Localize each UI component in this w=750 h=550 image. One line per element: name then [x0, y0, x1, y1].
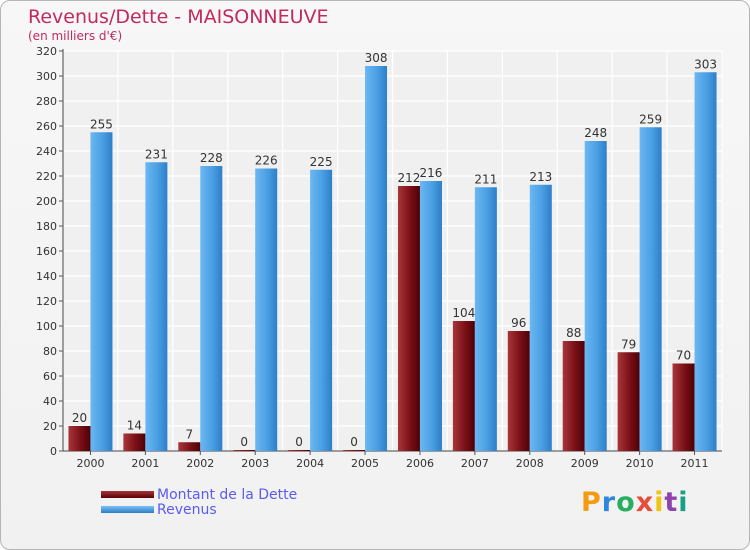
y-tick-label: 0 — [50, 445, 57, 458]
legend-swatch-revenus — [101, 506, 154, 513]
x-tick-label: 2009 — [571, 457, 599, 470]
legend-swatch-dette — [101, 491, 154, 498]
x-tick-label: 2002 — [186, 457, 214, 470]
data-label-revenus: 213 — [529, 170, 552, 184]
bar-dette — [288, 450, 311, 451]
data-label-revenus: 255 — [90, 117, 113, 131]
x-tick-label: 2003 — [241, 457, 269, 470]
logo-letter: i — [678, 487, 689, 518]
data-label-dette: 0 — [240, 435, 248, 449]
bar-dette — [672, 363, 695, 451]
data-label-revenus: 211 — [474, 172, 497, 186]
x-tick-label: 2006 — [406, 457, 434, 470]
data-label-dette: 0 — [350, 435, 358, 449]
bar-revenus — [419, 181, 442, 451]
data-label-revenus: 225 — [310, 155, 333, 169]
y-tick-label: 300 — [36, 70, 57, 83]
data-label-dette: 104 — [452, 306, 475, 320]
logo-letter: o — [616, 487, 636, 518]
bar-dette — [452, 321, 475, 451]
x-tick-label: 2004 — [296, 457, 324, 470]
y-tick-label: 60 — [43, 370, 57, 383]
data-label-dette: 96 — [511, 316, 526, 330]
bar-revenus — [584, 141, 607, 451]
data-label-dette: 7 — [185, 427, 193, 441]
y-tick-label: 140 — [36, 270, 57, 283]
x-tick-label: 2010 — [626, 457, 654, 470]
bar-revenus — [639, 127, 662, 451]
y-tick-label: 40 — [43, 395, 57, 408]
x-tick-label: 2000 — [76, 457, 104, 470]
data-label-revenus: 228 — [200, 151, 223, 165]
legend-item-dette: Montant de la Dette — [101, 486, 298, 503]
y-tick-label: 280 — [36, 95, 57, 108]
y-tick-label: 100 — [36, 320, 57, 333]
legend-label-dette: Montant de la Dette — [157, 486, 298, 503]
data-label-dette: 88 — [566, 326, 581, 340]
data-label-revenus: 259 — [639, 112, 662, 126]
data-label-dette: 70 — [676, 349, 691, 363]
bar-revenus — [200, 166, 223, 451]
bar-dette — [507, 331, 530, 451]
y-tick-label: 220 — [36, 170, 57, 183]
bar-dette — [68, 426, 91, 451]
bar-dette — [397, 186, 420, 451]
bar-revenus — [255, 168, 278, 451]
bar-revenus — [145, 162, 168, 451]
y-tick-label: 200 — [36, 195, 57, 208]
x-tick-label: 2008 — [516, 457, 544, 470]
bar-dette — [233, 450, 256, 451]
data-label-dette: 14 — [127, 419, 142, 433]
bar-dette — [178, 442, 201, 451]
bar-revenus — [90, 132, 113, 451]
bar-revenus — [694, 72, 717, 451]
bar-dette — [617, 352, 640, 451]
data-label-revenus: 231 — [145, 147, 168, 161]
data-label-revenus: 248 — [584, 126, 607, 140]
logo-letter: i — [654, 487, 665, 518]
bar-revenus — [474, 187, 497, 451]
y-tick-label: 240 — [36, 145, 57, 158]
bar-revenus — [365, 66, 388, 451]
y-tick-label: 120 — [36, 295, 57, 308]
data-label-dette: 20 — [72, 411, 87, 425]
chart-plot: 0204060801001201401601802002202402602803… — [36, 45, 723, 470]
bar-dette — [562, 341, 585, 451]
bar-dette — [343, 450, 366, 451]
y-tick-label: 180 — [36, 220, 57, 233]
y-tick-label: 320 — [36, 45, 57, 58]
y-tick-label: 260 — [36, 120, 57, 133]
chart-title: Revenus/Dette - MAISONNEUVE — [28, 6, 329, 28]
legend-item-revenus: Revenus — [101, 501, 297, 518]
logo-letter: P — [581, 487, 602, 518]
y-tick-label: 20 — [43, 420, 57, 433]
bar-revenus — [310, 169, 333, 451]
y-tick-label: 160 — [36, 245, 57, 258]
logo-letter: r — [601, 487, 617, 518]
data-label-revenus: 216 — [420, 166, 443, 180]
data-label-revenus: 308 — [365, 51, 388, 65]
proxiti-logo: Proxiti — [581, 487, 689, 518]
x-tick-label: 2007 — [461, 457, 489, 470]
x-tick-label: 2011 — [681, 457, 709, 470]
legend: Montant de la Dette Revenus — [101, 486, 298, 518]
data-label-dette: 0 — [295, 435, 303, 449]
logo-letter: t — [664, 487, 679, 518]
x-tick-label: 2001 — [131, 457, 159, 470]
data-label-dette: 212 — [398, 171, 421, 185]
legend-label-revenus: Revenus — [157, 501, 217, 518]
chart-subtitle: (en milliers d'€) — [28, 29, 123, 43]
bar-revenus — [529, 184, 552, 451]
data-label-revenus: 303 — [694, 57, 717, 71]
bar-dette — [123, 433, 146, 451]
logo-letter: x — [635, 487, 655, 518]
data-label-revenus: 226 — [255, 154, 278, 168]
data-label-dette: 79 — [621, 337, 636, 351]
x-tick-label: 2005 — [351, 457, 379, 470]
y-tick-label: 80 — [43, 345, 57, 358]
